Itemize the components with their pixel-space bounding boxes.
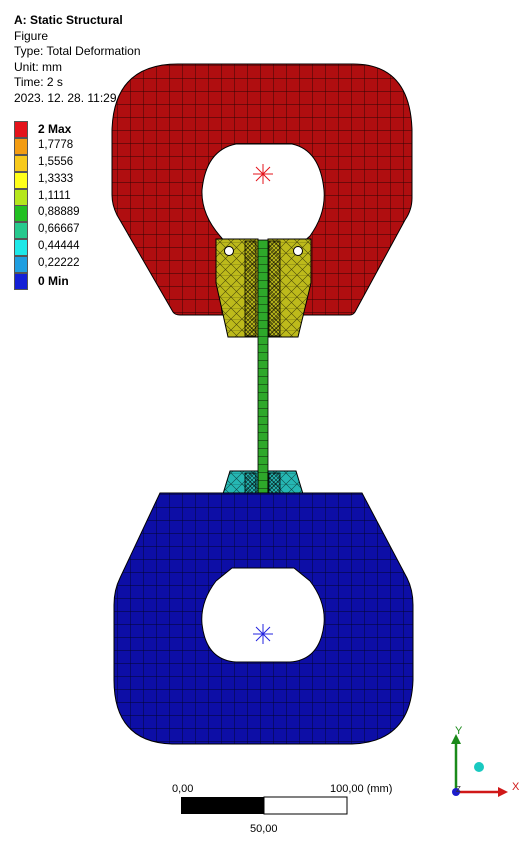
header-line-figure: Figure <box>14 28 49 43</box>
isometric-view-ball[interactable] <box>474 762 484 772</box>
legend-color-swatch <box>14 273 28 291</box>
scale-mid-label: 50,00 <box>250 823 278 835</box>
header-line-time: Time: 2 s <box>14 75 63 89</box>
header-line-date: 2023. 12. 28. 11:29 <box>14 90 117 105</box>
scale-start-label: 0,00 <box>172 783 194 795</box>
y-axis-arrowhead <box>451 734 461 744</box>
legend-color-swatch <box>14 222 28 240</box>
legend-value-label: 0,66667 <box>38 223 80 236</box>
legend-color-swatch <box>14 121 28 138</box>
z-axis-dot <box>452 788 460 796</box>
legend-color-swatch <box>14 154 28 172</box>
legend-color-swatch <box>14 171 28 189</box>
bottom-pin-marker <box>253 624 273 644</box>
legend-value-label: 1,3333 <box>38 172 74 185</box>
legend-value-label: 0,22222 <box>38 257 80 270</box>
top-grip <box>215 238 312 338</box>
header-line-type: Type: Total Deformation <box>14 44 141 58</box>
legend-value-label: 1,5556 <box>38 155 74 168</box>
legend-color-swatch <box>14 205 28 223</box>
header-line-unit: Unit: mm <box>14 59 62 74</box>
result-header: A: Static Structural Figure Type: Total … <box>14 13 141 106</box>
legend-value-label: 0,44444 <box>38 240 80 253</box>
legend-value-label: 0 Min <box>38 274 69 289</box>
analysis-title: A: Static Structural <box>14 13 123 27</box>
bottom-clevis <box>113 492 414 745</box>
legend-color-swatch <box>14 239 28 257</box>
legend-value-label: 1,1111 <box>38 189 71 202</box>
legend-value-label: 1,7778 <box>38 138 74 151</box>
triad-y-label: Y <box>455 725 463 737</box>
scale-bar <box>181 796 348 815</box>
top-clevis <box>111 63 413 316</box>
triad-z-label: Z <box>456 785 461 794</box>
legend-color-swatch <box>14 137 28 155</box>
top-pin-marker <box>253 164 273 184</box>
legend-value-label: 2 Max <box>38 122 72 136</box>
legend-color-swatch <box>14 188 28 206</box>
x-axis-arrowhead <box>498 787 508 797</box>
scale-end-label: 100,00 (mm) <box>330 783 393 795</box>
legend-color-swatch <box>14 256 28 274</box>
legend-value-label: 0,88889 <box>38 206 80 219</box>
triad-x-label: X <box>512 781 520 793</box>
coordinate-triad[interactable] <box>451 734 508 797</box>
